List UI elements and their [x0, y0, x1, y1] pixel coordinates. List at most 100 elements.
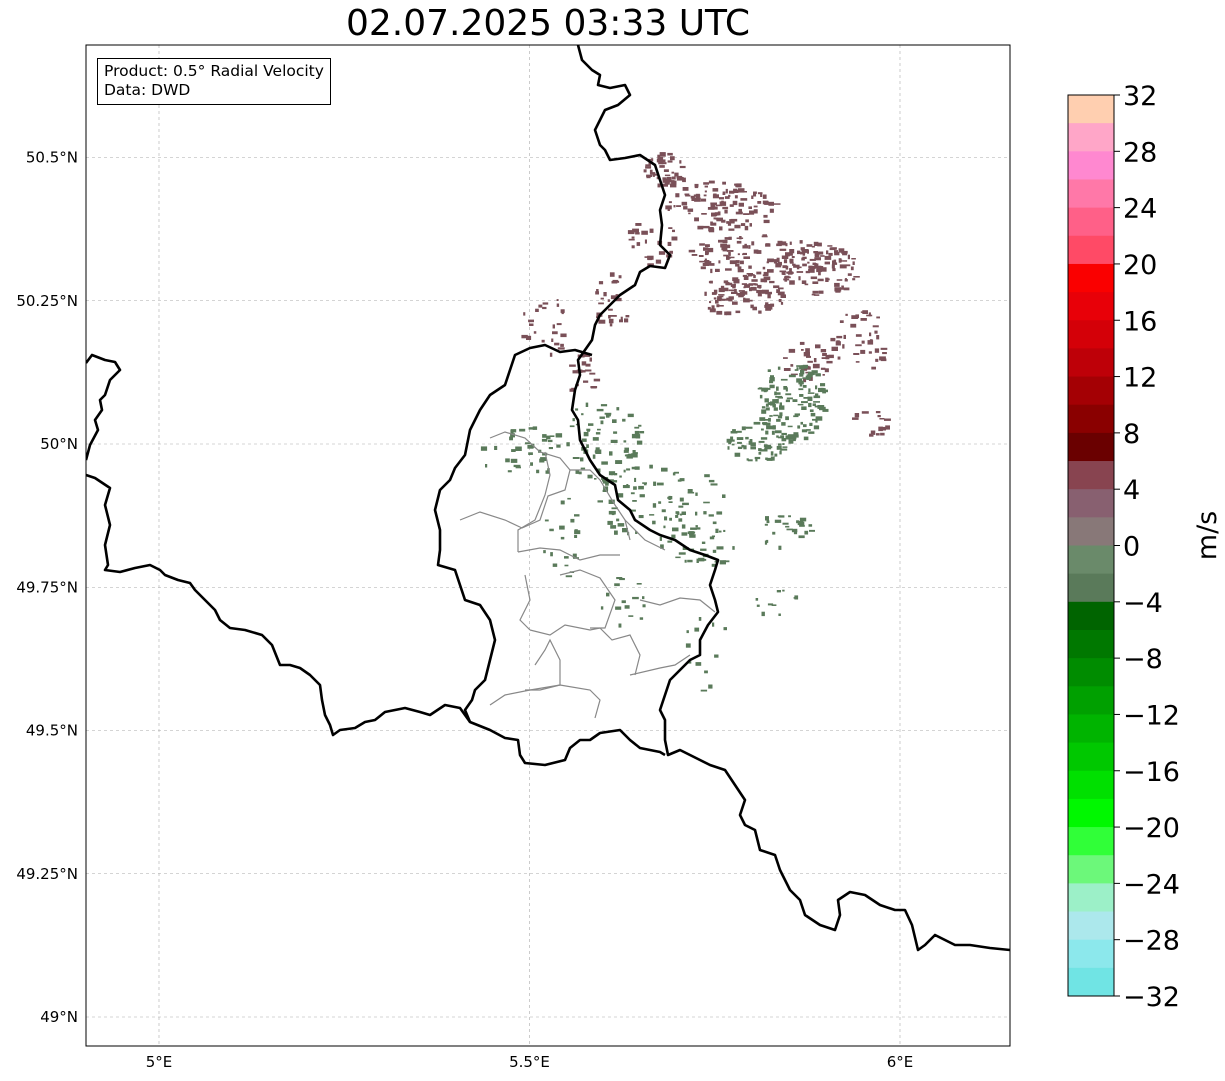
velocity-echo [854, 413, 860, 418]
velocity-echo [855, 344, 862, 347]
velocity-echo [616, 518, 620, 522]
velocity-echo [704, 190, 707, 193]
velocity-echo [871, 366, 876, 370]
velocity-echo [608, 315, 611, 319]
velocity-echo [728, 228, 735, 231]
velocity-echo [708, 684, 713, 689]
velocity-echo [796, 271, 804, 273]
velocity-echo [785, 393, 792, 396]
velocity-echo [679, 478, 685, 482]
velocity-echo [774, 519, 782, 523]
velocity-echo [852, 261, 855, 265]
velocity-echo [709, 301, 712, 304]
velocity-echo [602, 479, 610, 484]
velocity-echo [762, 387, 767, 392]
velocity-echo [761, 428, 764, 431]
velocity-echo [597, 428, 601, 431]
velocity-echo [782, 265, 787, 269]
velocity-echo [564, 556, 569, 559]
velocity-echo [572, 418, 575, 422]
velocity-echo [771, 430, 775, 435]
velocity-echo [756, 289, 764, 294]
velocity-echo [510, 458, 518, 463]
velocity-echo [811, 370, 818, 374]
velocity-echo [773, 407, 778, 411]
velocity-echo [710, 483, 718, 486]
colorbar-bin [1068, 123, 1114, 152]
velocity-echo [750, 286, 757, 291]
velocity-echo [652, 503, 657, 508]
velocity-echo [782, 446, 788, 448]
velocity-echo [728, 194, 731, 197]
lat-tick-label: 49.25°N [16, 865, 78, 883]
velocity-echo [755, 598, 759, 601]
velocity-echo [826, 250, 829, 255]
country-border [86, 473, 472, 737]
colorbar-bin [1068, 601, 1114, 631]
velocity-echo [632, 450, 636, 455]
velocity-echo [728, 236, 732, 240]
velocity-echo [834, 251, 840, 256]
velocity-echo [635, 434, 641, 439]
velocity-echo [730, 284, 736, 287]
info-box: Product: 0.5° Radial Velocity Data: DWD [97, 58, 331, 105]
velocity-echo [560, 333, 567, 338]
velocity-echo [682, 502, 689, 506]
velocity-echo [830, 337, 836, 342]
velocity-echo [545, 470, 550, 474]
velocity-echo [779, 241, 787, 246]
velocity-echo [710, 268, 713, 274]
velocity-echo [724, 311, 727, 316]
velocity-echo [649, 169, 653, 174]
velocity-echo [778, 299, 782, 302]
velocity-echo [760, 193, 763, 197]
velocity-echo [569, 425, 575, 428]
velocity-echo [813, 358, 817, 363]
velocity-echo [765, 403, 769, 407]
velocity-echo [875, 358, 879, 362]
velocity-echo [782, 522, 789, 525]
velocity-echo [649, 228, 654, 233]
velocity-echo [631, 466, 637, 470]
velocity-echo [634, 477, 637, 482]
velocity-echo [769, 208, 774, 213]
velocity-echo [668, 495, 671, 500]
canton-border [639, 597, 716, 613]
velocity-echo [610, 315, 617, 317]
velocity-echo [753, 249, 759, 254]
country-border [86, 353, 122, 461]
velocity-echo [874, 348, 880, 353]
canton-border [629, 654, 691, 676]
velocity-echo [753, 191, 757, 194]
velocity-echo [635, 232, 640, 235]
velocity-echo [764, 523, 768, 526]
velocity-echo [691, 198, 696, 201]
velocity-echo [721, 219, 726, 223]
velocity-echo [788, 374, 796, 378]
velocity-echo [681, 511, 686, 515]
velocity-echo [737, 266, 742, 270]
velocity-echo [723, 627, 727, 631]
velocity-echo [836, 335, 843, 339]
velocity-echo [612, 419, 617, 423]
velocity-echo [743, 191, 747, 193]
velocity-echo [793, 432, 799, 437]
velocity-echo [884, 418, 891, 421]
velocity-echo [790, 364, 794, 367]
velocity-echo [831, 264, 835, 269]
velocity-echo [652, 520, 656, 525]
velocity-echo [781, 422, 786, 426]
velocity-echo [790, 373, 798, 376]
velocity-echo [758, 310, 762, 314]
velocity-echo [728, 299, 733, 302]
velocity-echo [728, 311, 731, 314]
canton-border [570, 469, 631, 541]
velocity-echo [809, 409, 814, 412]
velocity-echo [600, 404, 608, 407]
velocity-echo [776, 289, 780, 293]
velocity-echo [750, 446, 756, 450]
velocity-echo [764, 444, 772, 450]
velocity-echo [738, 295, 744, 298]
velocity-echo [785, 417, 789, 420]
velocity-echo [578, 471, 582, 475]
